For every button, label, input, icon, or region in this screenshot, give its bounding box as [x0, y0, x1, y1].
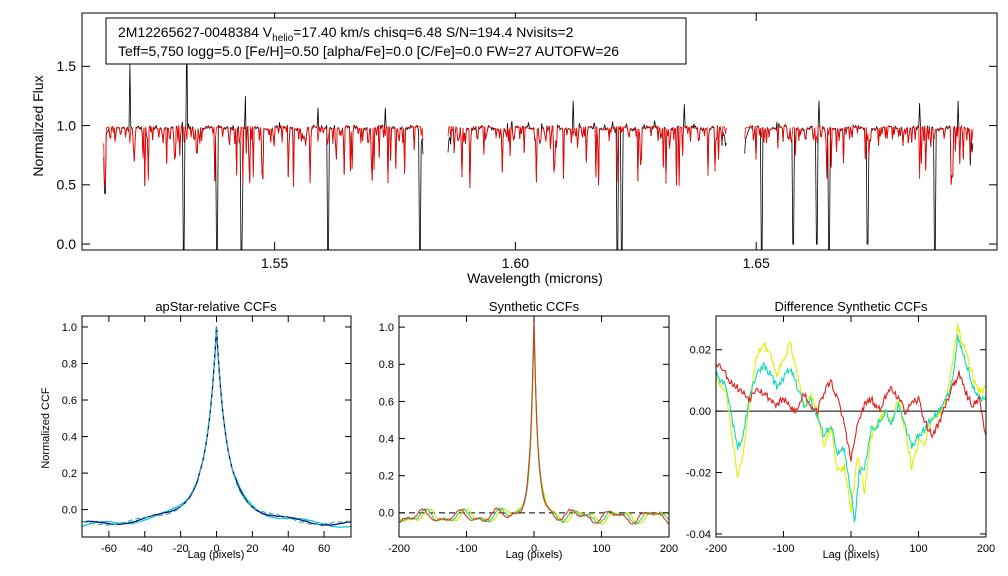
ccf-synthetic-series-line	[398, 327, 670, 525]
spectrum-info-box	[105, 17, 687, 65]
ccf-difference-y-tick-label: -0.04	[686, 529, 711, 541]
ccf-difference-x-tick-label: 0	[848, 543, 854, 555]
ccf-synthetic-y-tick-label: 0.6	[379, 396, 394, 408]
ccf-synthetic-y-tick-label: 0.4	[379, 433, 394, 445]
ccf-apstar-y-tick-label: 0.0	[62, 504, 77, 516]
spectrum-x-label: Wavelength (microns)	[467, 270, 603, 286]
ccf-synthetic-plot-area	[398, 319, 670, 525]
spectrum-observed-line	[447, 100, 727, 251]
spectrum-model-line	[103, 125, 424, 188]
ccf-synthetic-y-tick-label: 1.0	[379, 322, 394, 334]
spectrum-info-line-1: 2M12265627-0048384 Vhelio=17.40 km/s chi…	[118, 24, 574, 44]
spectrum-model-line	[744, 125, 974, 185]
ccf-apstar-panel: apStar-relative CCFs -60 -40 -20 0 20 40 60 0.0…	[40, 299, 352, 561]
vhelio-subscript: helio	[272, 33, 294, 44]
ccf-synthetic-x-tick-label: 0	[531, 543, 537, 555]
ccf-apstar-x-tick-label: 40	[282, 543, 294, 555]
ccf-apstar-x-tick-label: 0	[213, 543, 219, 555]
ccf-apstar-x-tick-label: -40	[137, 543, 153, 555]
ccf-apstar-y-tick-label: 0.6	[62, 395, 77, 407]
ccf-difference-x-tick-label: -200	[705, 543, 727, 555]
ccf-difference-axes-frame	[715, 315, 987, 538]
ccf-difference-plot-area	[715, 323, 987, 523]
ccf-apstar-y-tick-label: 0.8	[62, 358, 77, 370]
spectrum-axes-frame	[81, 12, 998, 251]
ccf-synthetic-x-tick-label: 200	[660, 543, 678, 555]
ccf-synthetic-panel: Synthetic CCFs -200 -100 0 100 200 0.0 0.2 0.4 0…	[379, 299, 678, 561]
ccf-synthetic-y-tick-label: 0.0	[379, 508, 394, 520]
ccf-synthetic-title: Synthetic CCFs	[489, 299, 580, 314]
spectrum-info-line-2: Teff=5,750 logg=5.0 [Fe/H]=0.50 [alpha/F…	[118, 43, 619, 59]
ccf-difference-y-tick-label: -0.02	[686, 467, 711, 479]
ccf-apstar-x-tick-label: -20	[173, 543, 189, 555]
spectrum-plot-area	[103, 23, 974, 251]
ccf-difference-x-tick-label: -100	[772, 543, 794, 555]
spectrum-x-tick-label: 1.65	[743, 255, 770, 271]
ccf-difference-series-line	[715, 323, 987, 514]
ccf-apstar-x-label: Lag (pixels)	[188, 549, 245, 561]
spectrum-panel: 1.55 1.60 1.65 0.0 0.5 1.0 1.5 2M12265627-0048…	[30, 12, 998, 286]
ccf-apstar-y-tick-label: 0.2	[62, 468, 77, 480]
spectrum-y-label: Normalized Flux	[30, 75, 46, 176]
ccf-synthetic-x-tick-label: 100	[592, 543, 610, 555]
ccf-apstar-y-tick-label: 1.0	[62, 322, 77, 334]
ccf-difference-series-line	[715, 334, 987, 523]
spectrum-y-tick-label: 0.0	[57, 236, 77, 252]
ccf-difference-x-tick-label: 200	[977, 543, 995, 555]
spectrum-y-tick-label: 0.5	[57, 177, 77, 193]
ccf-difference-title: Difference Synthetic CCFs	[775, 299, 928, 314]
spectrum-y-tick-label: 1.5	[57, 58, 77, 74]
ccf-difference-y-tick-label: 0.00	[690, 406, 711, 418]
spectrum-ticks: 1.55 1.60 1.65 0.0 0.5 1.0 1.5	[57, 13, 997, 271]
ccf-apstar-series-line	[81, 326, 352, 528]
spectrum-observed-line	[744, 100, 974, 251]
ccf-apstar-y-label: Normalized CCF	[40, 387, 52, 469]
ccf-synthetic-ticks: -200 -100 0 100 200 0.0 0.2 0.4 0.6 0.8 1.0	[379, 316, 678, 555]
ccf-apstar-ticks: -60 -40 -20 0 20 40 60 0.0 0.2 0.4 0.6 0.8 1.0	[62, 316, 351, 555]
ccf-apstar-x-tick-label: -60	[101, 543, 117, 555]
ccf-synthetic-y-tick-label: 0.2	[379, 471, 394, 483]
ccf-apstar-x-tick-label: 20	[246, 543, 258, 555]
ccf-difference-panel: Difference Synthetic CCFs -200 -100 0 100 20…	[686, 299, 995, 561]
spectrum-y-tick-label: 1.0	[57, 117, 77, 133]
ccf-synthetic-x-tick-label: -100	[455, 543, 477, 555]
ccf-synthetic-x-tick-label: -200	[388, 543, 410, 555]
ccf-synthetic-x-label: Lag (pixels)	[506, 549, 563, 561]
spectrum-model-line	[447, 125, 727, 188]
ccf-difference-y-tick-label: 0.02	[690, 345, 711, 357]
ccf-apstar-series-line	[82, 327, 351, 526]
ccf-synthetic-y-tick-label: 0.8	[379, 359, 394, 371]
spectrum-x-tick-label: 1.60	[502, 255, 529, 271]
ccf-apstar-x-tick-label: 60	[318, 543, 330, 555]
ccf-difference-x-tick-label: 100	[909, 543, 927, 555]
ccf-apstar-plot-area	[81, 326, 352, 528]
ccf-difference-x-label: Lag (pixels)	[823, 549, 880, 561]
ccf-difference-series-line	[715, 363, 987, 462]
ccf-difference-ticks: -200 -100 0 100 200 -0.04 -0.02 0.00 0.02	[686, 316, 995, 555]
ccf-apstar-y-tick-label: 0.4	[62, 431, 77, 443]
ccf-synthetic-series-line	[398, 322, 670, 525]
spectrum-x-tick-label: 1.55	[261, 255, 288, 271]
ccf-apstar-series-line	[81, 326, 352, 526]
ccf-apstar-axes-frame	[81, 315, 352, 538]
ccf-apstar-title: apStar-relative CCFs	[155, 299, 277, 314]
